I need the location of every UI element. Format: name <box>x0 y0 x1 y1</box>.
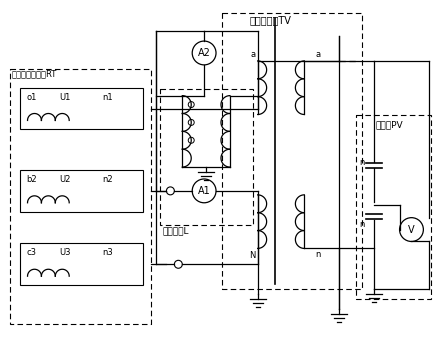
Bar <box>20 170 142 212</box>
Text: n1: n1 <box>102 93 112 102</box>
Bar <box>160 89 252 225</box>
Text: 电压互感器TV: 电压互感器TV <box>249 15 291 25</box>
Bar <box>20 88 142 130</box>
Text: 分压器PV: 分压器PV <box>375 120 403 130</box>
Text: a: a <box>250 50 255 59</box>
Text: n2: n2 <box>102 175 112 184</box>
Text: N: N <box>249 251 255 260</box>
Text: 补偿电感L: 补偿电感L <box>162 227 188 236</box>
Bar <box>355 115 430 299</box>
Text: n3: n3 <box>102 249 113 257</box>
Text: n: n <box>358 158 364 167</box>
Circle shape <box>166 187 174 195</box>
Text: U1: U1 <box>59 93 71 102</box>
Circle shape <box>188 101 194 107</box>
Circle shape <box>188 119 194 125</box>
Text: U3: U3 <box>59 249 71 257</box>
Text: c3: c3 <box>26 249 36 257</box>
Text: n: n <box>314 250 320 259</box>
Text: 继电保护测试仪RT: 继电保护测试仪RT <box>12 70 57 79</box>
Bar <box>222 13 361 289</box>
Circle shape <box>174 260 182 268</box>
Bar <box>10 69 150 324</box>
Text: V: V <box>407 225 414 234</box>
Text: o1: o1 <box>26 93 37 102</box>
Text: A1: A1 <box>197 186 210 196</box>
Text: n: n <box>358 220 364 229</box>
Text: U2: U2 <box>59 175 71 184</box>
Text: b2: b2 <box>26 175 37 184</box>
Bar <box>20 244 142 285</box>
Text: a: a <box>314 50 320 59</box>
Circle shape <box>188 137 194 143</box>
Text: A2: A2 <box>197 48 210 58</box>
